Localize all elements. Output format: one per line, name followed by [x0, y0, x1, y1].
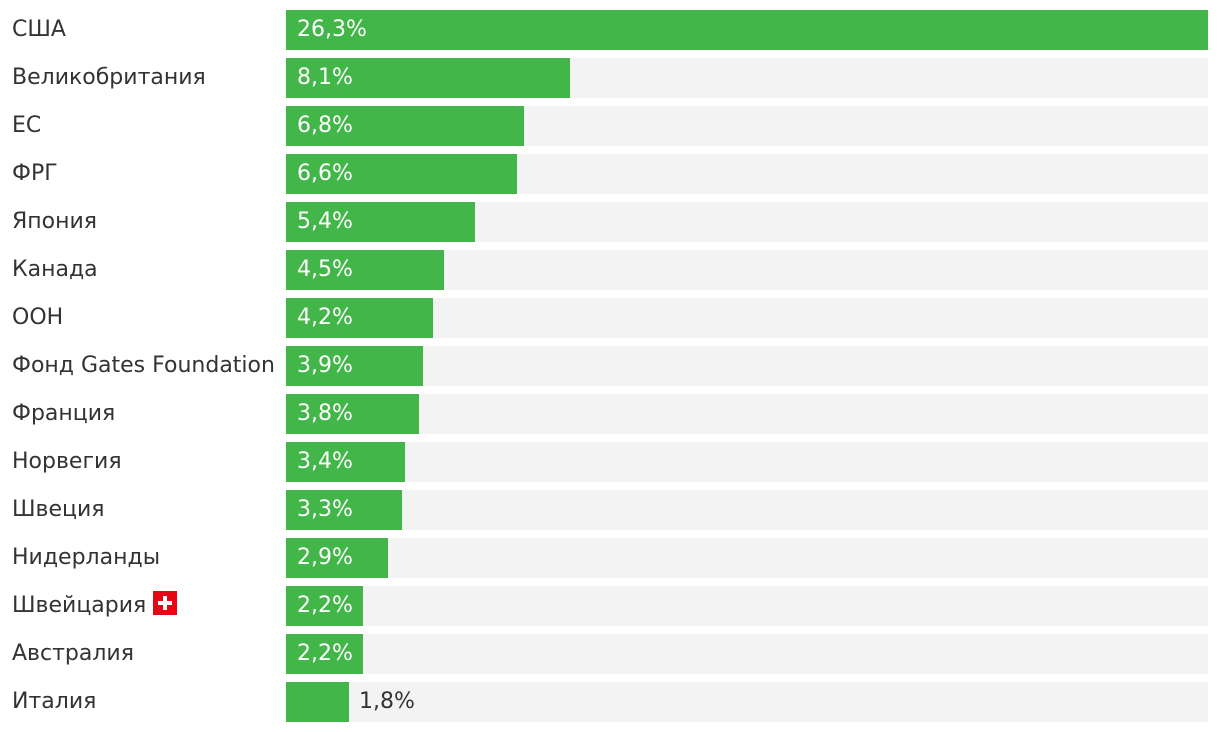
value-label: 8,1%: [297, 65, 353, 90]
category-label-text: Австралия: [12, 641, 134, 666]
value-label: 3,9%: [297, 353, 353, 378]
value-label: 5,4%: [297, 209, 353, 234]
bar-track: 2,2%: [286, 586, 1208, 626]
bar: [286, 106, 524, 146]
bar: [286, 682, 349, 722]
bar-track: 4,2%: [286, 298, 1208, 338]
bar-row: Швеция 3,3%: [0, 490, 1220, 530]
category-label-text: Великобритания: [12, 65, 206, 90]
value-label: 1,8%: [359, 689, 415, 714]
bar: [286, 490, 402, 530]
bar: [286, 346, 423, 386]
category-label-text: Италия: [12, 689, 97, 714]
bar-track: 1,8%: [286, 682, 1208, 722]
category-label: Фонд Gates Foundation: [12, 346, 275, 386]
value-label: 6,6%: [297, 161, 353, 186]
category-label-text: ЕС: [12, 113, 42, 138]
bar: [286, 202, 475, 242]
bar-row: Нидерланды 2,9%: [0, 538, 1220, 578]
value-label: 3,3%: [297, 497, 353, 522]
bar: [286, 538, 388, 578]
value-label: 2,2%: [297, 593, 353, 618]
category-label: США: [12, 10, 66, 50]
bar: [286, 634, 363, 674]
value-label: 2,9%: [297, 545, 353, 570]
bar-track: 8,1%: [286, 58, 1208, 98]
value-label: 4,5%: [297, 257, 353, 282]
bar: [286, 10, 1208, 50]
category-label-text: Норвегия: [12, 449, 122, 474]
bar-track: 6,8%: [286, 106, 1208, 146]
bar-row: Канада 4,5%: [0, 250, 1220, 290]
category-label: Швеция: [12, 490, 105, 530]
category-label: Канада: [12, 250, 98, 290]
bar-row: ФРГ 6,6%: [0, 154, 1220, 194]
bar-row: Франция 3,8%: [0, 394, 1220, 434]
value-label: 3,8%: [297, 401, 353, 426]
bar-row: ЕС 6,8%: [0, 106, 1220, 146]
bar: [286, 250, 444, 290]
value-label: 4,2%: [297, 305, 353, 330]
category-label: Франция: [12, 394, 115, 434]
bar-row: Великобритания 8,1%: [0, 58, 1220, 98]
category-label: Норвегия: [12, 442, 122, 482]
bar-row: Италия 1,8%: [0, 682, 1220, 722]
bar-row: Фонд Gates Foundation 3,9%: [0, 346, 1220, 386]
value-label: 26,3%: [297, 17, 367, 42]
bar: [286, 298, 433, 338]
bar-track: 2,9%: [286, 538, 1208, 578]
value-label: 6,8%: [297, 113, 353, 138]
category-label-text: Канада: [12, 257, 98, 282]
bar: [286, 394, 419, 434]
bar-track: 3,4%: [286, 442, 1208, 482]
swiss-flag-icon: [153, 591, 178, 615]
category-label-text: Швейцария: [12, 593, 147, 618]
bar-row: Норвегия 3,4%: [0, 442, 1220, 482]
category-label: ООН: [12, 298, 63, 338]
category-label: Италия: [12, 682, 96, 722]
bar-track: 3,8%: [286, 394, 1208, 434]
bar-row: Швейцария 2,2%: [0, 586, 1220, 626]
bar: [286, 442, 405, 482]
bar: [286, 58, 570, 98]
bar-row: ООН 4,2%: [0, 298, 1220, 338]
category-label: ЕС: [12, 106, 41, 146]
bar: [286, 154, 517, 194]
category-label-text: ООН: [12, 305, 64, 330]
category-label-text: Нидерланды: [12, 545, 161, 570]
category-label: Великобритания: [12, 58, 206, 98]
category-label-text: Япония: [12, 209, 98, 234]
value-label: 2,2%: [297, 641, 353, 666]
bar-track: 5,4%: [286, 202, 1208, 242]
bar-track: 3,3%: [286, 490, 1208, 530]
category-label: Швейцария: [12, 586, 178, 626]
bar: [286, 586, 363, 626]
category-label-text: Швеция: [12, 497, 105, 522]
category-label: Япония: [12, 202, 97, 242]
bar-track: 4,5%: [286, 250, 1208, 290]
value-label: 3,4%: [297, 449, 353, 474]
bar-row: Австралия 2,2%: [0, 634, 1220, 674]
bar-track: 6,6%: [286, 154, 1208, 194]
category-label-text: Франция: [12, 401, 116, 426]
category-label-text: США: [12, 17, 66, 42]
bar-row: США 26,3%: [0, 10, 1220, 50]
bar-track: 2,2%: [286, 634, 1208, 674]
bar-row: Япония 5,4%: [0, 202, 1220, 242]
bar-track: 3,9%: [286, 346, 1208, 386]
category-label-text: Фонд Gates Foundation: [12, 353, 275, 378]
category-label: Нидерланды: [12, 538, 160, 578]
category-label-text: ФРГ: [12, 161, 58, 186]
bar-track: 26,3%: [286, 10, 1208, 50]
category-label: Австралия: [12, 634, 134, 674]
category-label: ФРГ: [12, 154, 58, 194]
